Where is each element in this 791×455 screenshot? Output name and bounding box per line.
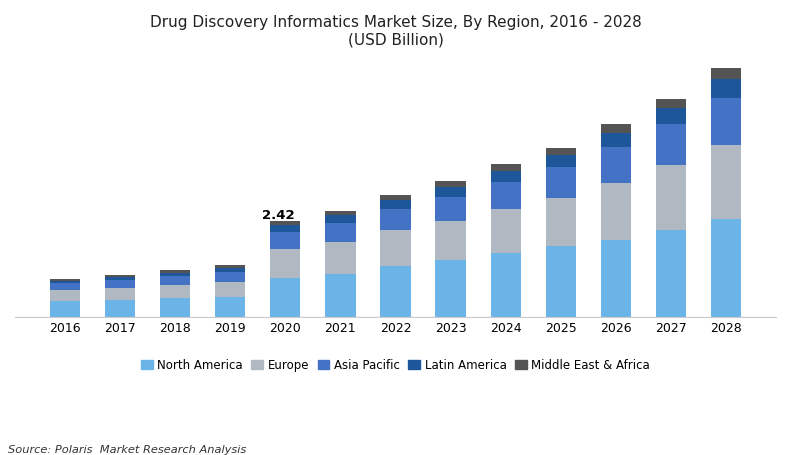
Bar <box>270 221 301 225</box>
Bar <box>656 125 687 165</box>
Text: Source: Polaris  Market Research Analysis: Source: Polaris Market Research Analysis <box>8 445 246 455</box>
Bar <box>50 281 80 283</box>
Bar <box>380 266 411 318</box>
Bar <box>160 270 190 273</box>
Bar <box>546 155 576 167</box>
Bar <box>436 221 466 259</box>
Bar <box>546 246 576 318</box>
Bar <box>270 232 301 249</box>
Legend: North America, Europe, Asia Pacific, Latin America, Middle East & Africa: North America, Europe, Asia Pacific, Lat… <box>136 354 655 376</box>
Bar <box>104 275 135 277</box>
Bar <box>160 276 190 285</box>
Bar <box>325 223 355 242</box>
Bar <box>270 225 301 232</box>
Bar <box>601 125 631 133</box>
Bar <box>215 272 245 282</box>
Bar <box>50 290 80 301</box>
Bar <box>380 231 411 266</box>
Bar <box>546 167 576 198</box>
Bar <box>490 171 521 182</box>
Bar <box>601 133 631 147</box>
Bar <box>215 282 245 297</box>
Bar <box>380 195 411 200</box>
Bar <box>270 249 301 278</box>
Bar <box>104 300 135 318</box>
Bar <box>50 301 80 318</box>
Bar <box>490 209 521 253</box>
Bar <box>490 253 521 318</box>
Bar <box>436 259 466 318</box>
Bar <box>656 230 687 318</box>
Title: Drug Discovery Informatics Market Size, By Region, 2016 - 2028
(USD Billion): Drug Discovery Informatics Market Size, … <box>149 15 642 47</box>
Bar <box>215 268 245 272</box>
Bar <box>215 297 245 318</box>
Bar <box>50 283 80 290</box>
Bar <box>325 211 355 215</box>
Bar <box>270 278 301 318</box>
Bar <box>601 147 631 183</box>
Bar <box>436 187 466 197</box>
Bar <box>490 164 521 171</box>
Bar <box>104 288 135 300</box>
Bar <box>436 181 466 187</box>
Bar <box>656 165 687 230</box>
Bar <box>601 183 631 240</box>
Bar <box>380 200 411 209</box>
Bar <box>711 98 741 145</box>
Text: 2.42: 2.42 <box>262 209 295 222</box>
Bar <box>325 273 355 318</box>
Bar <box>50 279 80 281</box>
Bar <box>656 99 687 108</box>
Bar <box>711 79 741 98</box>
Bar <box>380 209 411 231</box>
Bar <box>160 298 190 318</box>
Bar <box>436 197 466 221</box>
Bar <box>546 198 576 246</box>
Bar <box>104 280 135 288</box>
Bar <box>160 273 190 276</box>
Bar <box>160 285 190 298</box>
Bar <box>601 240 631 318</box>
Bar <box>711 145 741 218</box>
Bar <box>656 108 687 125</box>
Bar <box>711 218 741 318</box>
Bar <box>325 242 355 273</box>
Bar <box>546 148 576 155</box>
Bar <box>711 68 741 79</box>
Bar <box>104 277 135 280</box>
Bar <box>215 265 245 268</box>
Bar <box>490 182 521 209</box>
Bar <box>325 215 355 223</box>
